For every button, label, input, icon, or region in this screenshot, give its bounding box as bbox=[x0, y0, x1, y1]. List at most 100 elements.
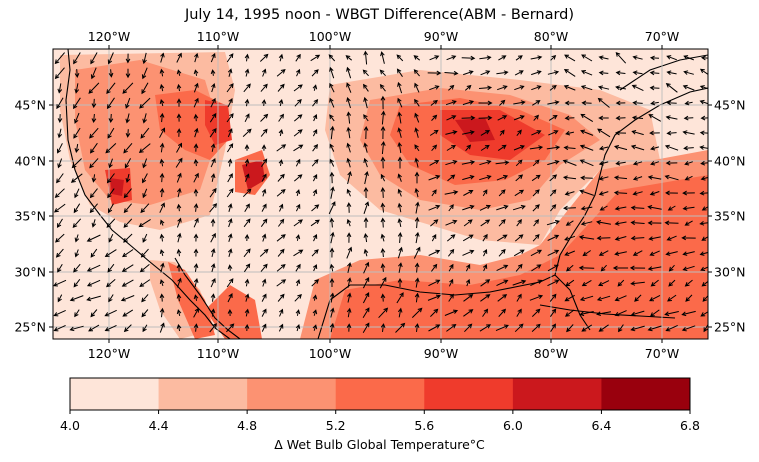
wind-arrow bbox=[244, 68, 250, 77]
wind-arrow bbox=[363, 217, 369, 228]
wind-arrow bbox=[478, 115, 493, 121]
wind-arrow bbox=[448, 293, 454, 302]
wind-arrow bbox=[279, 203, 284, 212]
wind-arrow bbox=[226, 278, 234, 288]
wind-arrow bbox=[579, 159, 594, 167]
wind-arrow bbox=[444, 190, 459, 195]
wind-arrow bbox=[462, 249, 475, 256]
wind-arrow bbox=[647, 266, 662, 271]
wind-arrow bbox=[598, 324, 609, 332]
wind-arrow bbox=[464, 84, 472, 91]
wind-arrow bbox=[463, 309, 474, 317]
wind-arrow bbox=[448, 84, 455, 91]
wind-arrow bbox=[413, 246, 421, 259]
wind-arrow bbox=[431, 114, 438, 121]
wind-arrow bbox=[513, 249, 525, 257]
wind-arrow bbox=[598, 161, 609, 166]
wind-arrow bbox=[513, 100, 526, 105]
wind-arrow bbox=[699, 130, 708, 136]
wind-arrow bbox=[563, 205, 576, 211]
wind-arrow bbox=[329, 143, 335, 152]
wind-arrow bbox=[122, 249, 134, 258]
wind-arrow bbox=[244, 323, 250, 332]
lon-label-bottom: 110°W bbox=[196, 346, 240, 361]
wind-arrow bbox=[684, 161, 693, 166]
wind-arrow bbox=[362, 69, 369, 77]
lat-label-right: 40°N bbox=[714, 153, 746, 169]
wind-arrow bbox=[444, 309, 459, 316]
lon-label-top: 100°W bbox=[308, 29, 352, 44]
wind-arrow bbox=[600, 264, 607, 272]
wind-arrow bbox=[414, 171, 420, 184]
wind-arrow bbox=[244, 293, 250, 302]
wind-arrow bbox=[700, 115, 708, 121]
wind-arrow bbox=[278, 129, 284, 137]
wind-arrow bbox=[431, 144, 438, 152]
wind-arrow bbox=[346, 307, 352, 318]
wind-arrow bbox=[668, 279, 676, 287]
wind-arrow bbox=[496, 204, 509, 211]
wind-arrow bbox=[125, 173, 131, 184]
wind-arrow bbox=[330, 307, 335, 318]
wind-arrow bbox=[462, 204, 475, 211]
wind-arrow bbox=[631, 84, 644, 92]
wind-arrow bbox=[448, 248, 455, 257]
wind-arrow bbox=[209, 323, 217, 333]
wind-arrow bbox=[346, 66, 352, 79]
wind-arrow bbox=[260, 263, 268, 272]
wind-arrow bbox=[529, 145, 544, 150]
wind-arrow bbox=[532, 189, 540, 197]
wind-arrow bbox=[564, 115, 575, 121]
wind-arrow bbox=[261, 323, 267, 332]
wind-arrow bbox=[69, 325, 84, 332]
wind-arrow bbox=[530, 55, 543, 60]
wind-arrow bbox=[515, 159, 523, 167]
wind-arrow bbox=[244, 203, 250, 213]
wind-arrow bbox=[414, 112, 420, 123]
wind-arrow bbox=[210, 157, 216, 168]
wind-arrow bbox=[380, 202, 386, 213]
wind-arrow bbox=[630, 220, 645, 226]
wind-arrow bbox=[176, 142, 182, 153]
wind-arrow bbox=[380, 125, 386, 140]
wind-arrow bbox=[397, 81, 403, 94]
wind-arrow bbox=[295, 309, 301, 316]
wind-arrow bbox=[364, 170, 369, 185]
wind-arrow bbox=[53, 279, 67, 287]
wind-arrow bbox=[123, 218, 133, 228]
wind-arrow bbox=[461, 160, 476, 165]
wind-arrow bbox=[547, 249, 560, 257]
wind-arrow bbox=[346, 323, 352, 332]
wind-arrow bbox=[329, 158, 335, 167]
wind-arrow bbox=[193, 69, 199, 76]
wind-arrow bbox=[244, 308, 250, 317]
wind-arrow bbox=[564, 191, 575, 196]
wind-arrow bbox=[462, 100, 475, 106]
wind-arrow bbox=[276, 279, 287, 287]
wind-arrow bbox=[72, 218, 82, 228]
wind-arrow bbox=[138, 218, 151, 228]
wind-arrow bbox=[614, 251, 627, 256]
wind-arrow bbox=[107, 127, 115, 139]
wind-arrow bbox=[682, 190, 695, 196]
wind-arrow bbox=[579, 189, 594, 196]
colorbar-cell bbox=[601, 378, 691, 410]
wind-arrow bbox=[615, 115, 626, 121]
lon-label-bottom: 90°W bbox=[423, 346, 459, 361]
wind-arrow bbox=[480, 219, 491, 227]
wind-arrow bbox=[138, 143, 151, 154]
wind-arrow bbox=[140, 248, 149, 258]
wind-arrow bbox=[105, 143, 117, 154]
wind-arrow bbox=[445, 160, 458, 166]
gridlines bbox=[53, 49, 708, 339]
wind-arrow bbox=[295, 53, 301, 62]
wind-arrow bbox=[312, 324, 318, 331]
wind-arrow bbox=[650, 279, 659, 287]
wind-arrow bbox=[329, 66, 335, 79]
wind-arrow bbox=[701, 280, 708, 287]
wind-arrow bbox=[630, 144, 645, 151]
wind-arrow bbox=[107, 263, 115, 273]
wind-arrow bbox=[700, 266, 708, 271]
wind-arrow bbox=[278, 159, 284, 166]
wind-arrow bbox=[397, 173, 402, 182]
